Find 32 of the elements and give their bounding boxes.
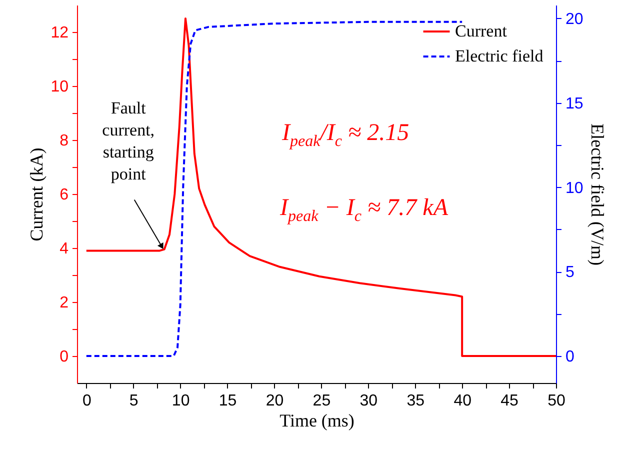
x-tick-label: 10 — [172, 392, 190, 410]
y-tick-label: 10 — [50, 78, 69, 96]
y2-axis-title: Electric field (V/m) — [587, 124, 608, 266]
y-tick-label: 12 — [50, 24, 69, 42]
y2-tick-label: 15 — [566, 95, 584, 112]
x-tick-label: 50 — [548, 392, 566, 410]
legend-label: Current — [455, 22, 508, 40]
y-tick-label: 0 — [60, 348, 69, 366]
x-tick-label: 30 — [360, 392, 378, 410]
annotation: I$_{peak}$/I$_{c}$ ≈ 2.15 — [282, 120, 410, 151]
y2-tick-label: 10 — [566, 180, 584, 197]
y-tick-label: 2 — [60, 294, 69, 312]
x-tick-label: 15 — [218, 392, 237, 410]
x-tick-label: 20 — [266, 392, 284, 410]
x-tick-label: 0 — [82, 392, 92, 410]
annotation: Fault current, starting point — [102, 98, 155, 184]
y-tick-label: 8 — [60, 132, 69, 150]
annotation: I$_{peak}$ − I$_{c}$ ≈ 7.7 kA — [280, 195, 448, 226]
x-tick-label: 35 — [406, 392, 425, 410]
y-axis-title: Current (kA) — [26, 148, 47, 242]
y-tick-label: 4 — [60, 240, 69, 258]
y2-tick-label: 20 — [566, 11, 584, 28]
x-tick-label: 5 — [129, 392, 138, 410]
line-series — [85, 18, 556, 357]
x-tick-label: 25 — [312, 392, 331, 410]
x-tick-label: 45 — [500, 392, 519, 410]
y2-tick-label: 0 — [566, 348, 574, 366]
y-tick-label: 6 — [60, 186, 69, 204]
legend-label: Electric field — [455, 46, 544, 66]
y2-tick-label: 5 — [566, 264, 574, 282]
x-tick-label: 40 — [454, 392, 472, 410]
x-axis-title: Time (ms) — [280, 410, 354, 430]
